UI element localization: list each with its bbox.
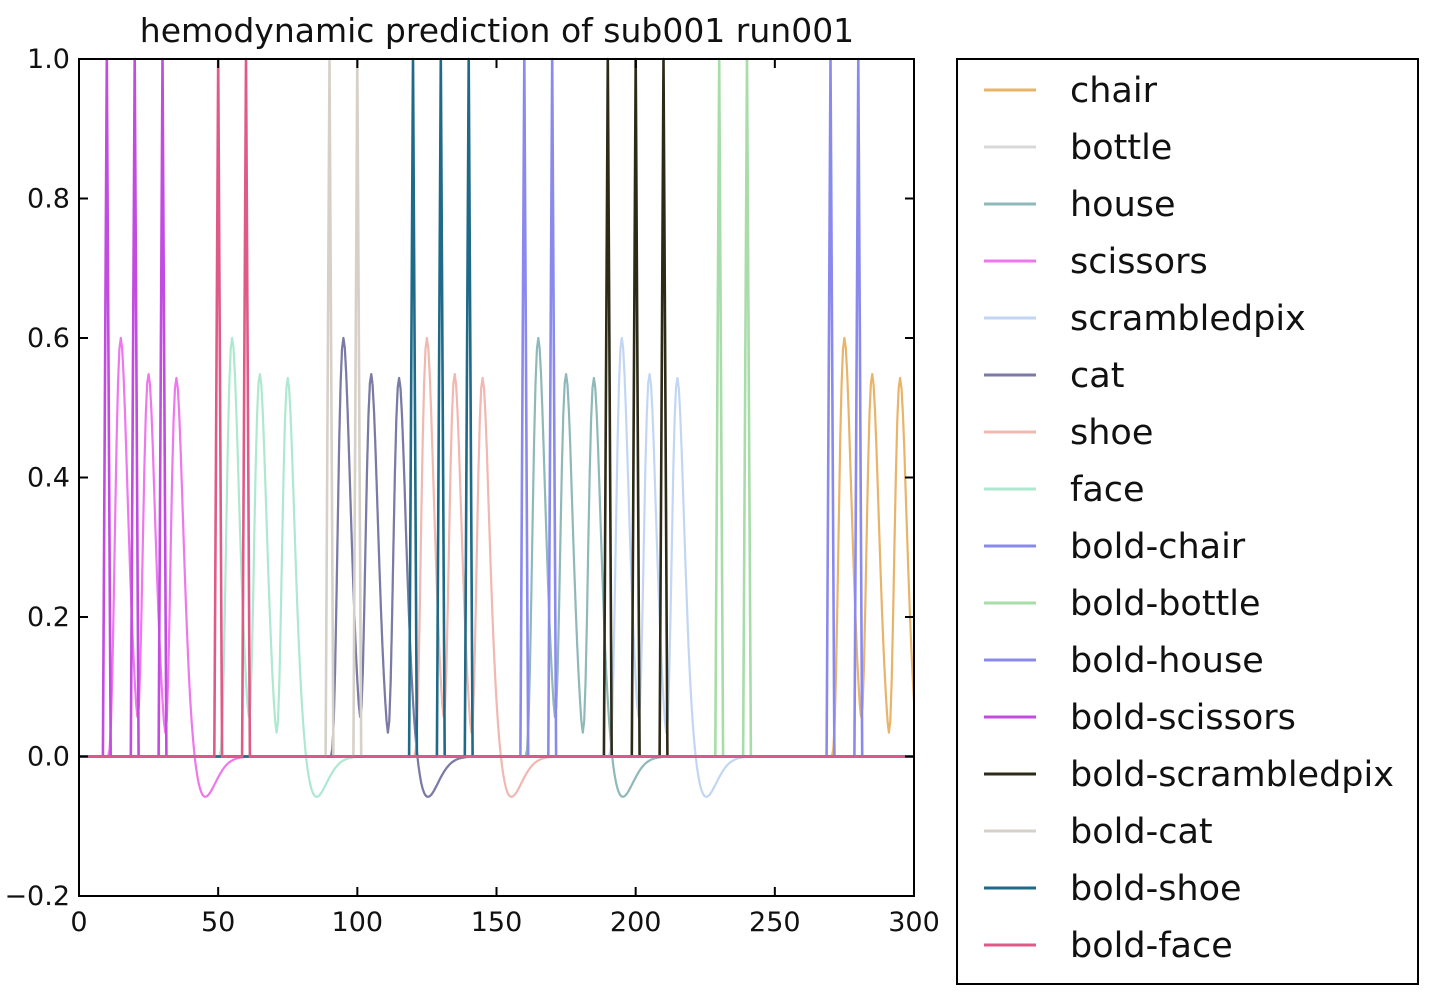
series-line-scrambledpix <box>79 336 914 798</box>
y-tick-label: 0.4 <box>27 463 70 494</box>
series-layer <box>79 57 916 798</box>
series-line-shoe <box>79 336 914 798</box>
series-line-bold-shoe <box>79 57 914 758</box>
legend-entry-bold-bottle: bold-bottle <box>984 584 1261 624</box>
series-line-bold-bottle <box>79 57 914 758</box>
series-line-face <box>79 336 914 798</box>
legend-label: bold-house <box>1070 641 1264 681</box>
y-tick-label: 0.8 <box>27 184 70 215</box>
chart-title: hemodynamic prediction of sub001 run001 <box>140 11 854 50</box>
legend-entry-scrambledpix: scrambledpix <box>984 299 1306 339</box>
x-tick-label: 50 <box>201 907 235 938</box>
legend-label: bottle <box>1070 128 1172 168</box>
axis-layer: 0 50 100 150 200 250 300 −0.2 0.0 0.2 0.4 0.6 0.8 1.0 <box>4 44 939 938</box>
legend-entry-house: house <box>984 185 1176 225</box>
legend-entry-bold-face: bold-face <box>984 926 1233 966</box>
legend-label: scrambledpix <box>1070 299 1306 339</box>
legend-entry-bottle: bottle <box>984 128 1172 168</box>
legend-label: bold-bottle <box>1070 584 1261 624</box>
series-line-cat <box>79 336 914 798</box>
legend-entry-scissors: scissors <box>984 242 1208 282</box>
legend-label: bold-scrambledpix <box>1070 755 1394 795</box>
legend-label: chair <box>1070 71 1158 111</box>
y-tick-label: −0.2 <box>4 881 70 912</box>
series-line-bottle <box>79 336 914 798</box>
y-tick-label: 0.6 <box>27 323 70 354</box>
legend-label: cat <box>1070 356 1124 396</box>
y-tick-label: 0.2 <box>27 602 70 633</box>
legend-label: bold-chair <box>1070 527 1246 567</box>
legend-label: scissors <box>1070 242 1208 282</box>
legend-label: shoe <box>1070 413 1153 453</box>
series-line-bold-scissors <box>79 57 914 758</box>
legend-entry-face: face <box>984 470 1145 510</box>
x-tick-label: 250 <box>749 907 801 938</box>
series-line-scissors <box>79 336 914 798</box>
series-line-bold-cat <box>79 57 914 758</box>
legend-label: bold-scissors <box>1070 698 1296 738</box>
x-tick-label: 150 <box>471 907 523 938</box>
legend-entry-shoe: shoe <box>984 413 1153 453</box>
series-line-bold-face <box>79 57 914 758</box>
legend-entries: chair bottle house scissors scrambledpix cat s… <box>984 71 1394 966</box>
legend-label: bold-shoe <box>1070 869 1242 909</box>
x-tick-label: 0 <box>70 907 87 938</box>
legend-entry-bold-shoe: bold-shoe <box>984 869 1242 909</box>
x-tick-label: 300 <box>888 907 940 938</box>
legend-entry-bold-scrambledpix: bold-scrambledpix <box>984 755 1394 795</box>
y-tick-label: 0.0 <box>27 742 70 773</box>
legend-entry-cat: cat <box>984 356 1124 396</box>
series-line-house <box>79 336 914 798</box>
legend-entry-chair: chair <box>984 71 1158 111</box>
legend-entry-bold-cat: bold-cat <box>984 812 1213 852</box>
x-tick-label: 100 <box>332 907 384 938</box>
legend-label: bold-cat <box>1070 812 1213 852</box>
legend-entry-bold-chair: bold-chair <box>984 527 1246 567</box>
legend-entry-bold-scissors: bold-scissors <box>984 698 1296 738</box>
legend-label: house <box>1070 185 1176 225</box>
x-tick-label: 200 <box>610 907 662 938</box>
legend-label: face <box>1070 470 1145 510</box>
legend: chair bottle house scissors scrambledpix cat s… <box>956 58 1419 985</box>
plot-area-frame <box>78 58 915 897</box>
series-line-bold-house <box>79 57 914 758</box>
series-line-bold-scrambledpix <box>79 57 914 758</box>
legend-entry-bold-house: bold-house <box>984 641 1264 681</box>
y-tick-label: 1.0 <box>27 44 70 75</box>
legend-label: bold-face <box>1070 926 1233 966</box>
series-line-bold-chair <box>79 57 914 758</box>
